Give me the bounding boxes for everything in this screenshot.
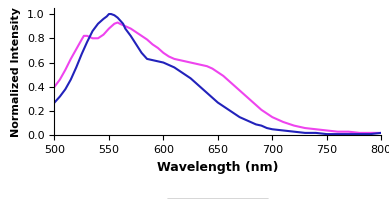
1 [265, 112, 269, 115]
2 [104, 15, 109, 18]
2 [85, 41, 89, 43]
Y-axis label: Normalized Intensity: Normalized Intensity [11, 7, 21, 137]
1 [379, 132, 384, 134]
1 [216, 71, 220, 73]
1 [115, 21, 120, 24]
1 [210, 67, 215, 70]
1 [232, 84, 237, 87]
2 [107, 13, 111, 15]
Line: 2: 2 [54, 14, 381, 134]
2 [335, 133, 340, 135]
2 [379, 132, 384, 134]
2 [115, 17, 120, 19]
2 [324, 133, 329, 135]
X-axis label: Wavelength (nm): Wavelength (nm) [157, 161, 279, 174]
2 [368, 133, 373, 135]
1 [52, 86, 57, 88]
1 [357, 132, 362, 134]
1 [123, 25, 128, 27]
2 [52, 101, 57, 104]
2 [145, 58, 149, 60]
Line: 1: 1 [54, 22, 381, 133]
1 [226, 80, 231, 82]
